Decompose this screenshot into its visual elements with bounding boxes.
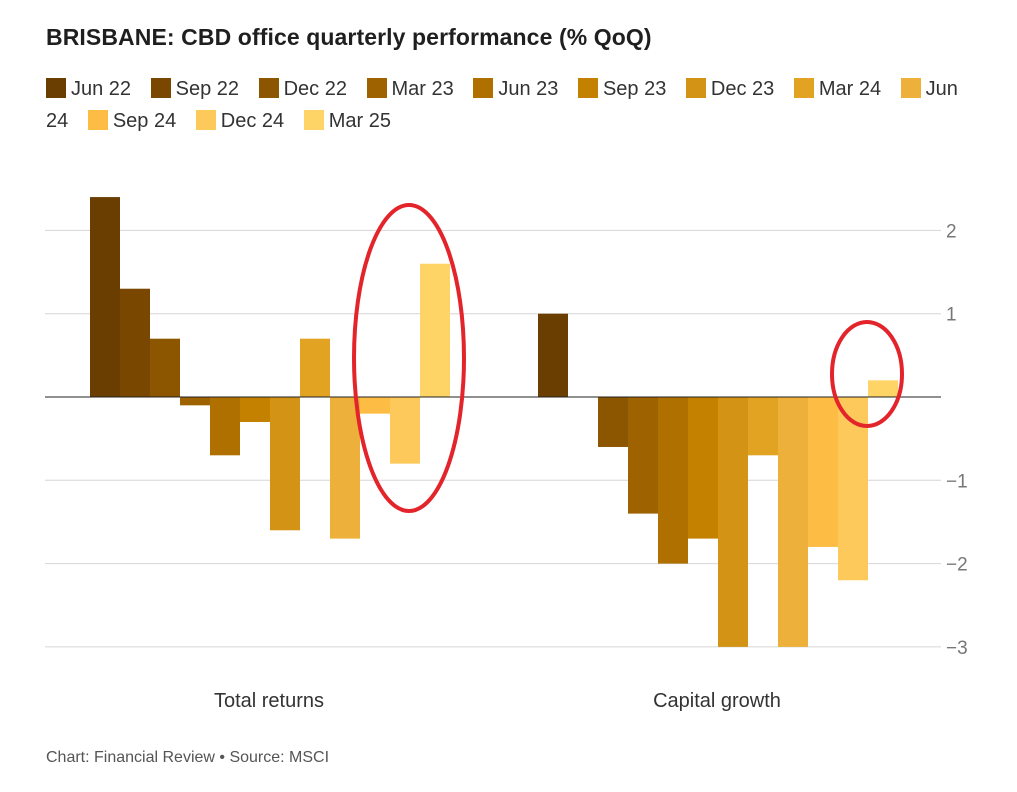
legend-swatch [150, 78, 171, 98]
bar [718, 397, 748, 647]
bar [90, 197, 120, 397]
y-tick-label: −2 [946, 555, 968, 576]
chart-title: BRISBANE: CBD office quarterly performan… [46, 24, 652, 50]
bar [688, 397, 718, 539]
legend-item: Sep 22 [150, 78, 240, 100]
bar [180, 397, 210, 406]
legend-label: Jun 23 [498, 78, 559, 100]
legend-label: Dec 22 [283, 78, 347, 100]
legend-item: Dec 23 [685, 78, 775, 100]
category-label: Total returns [214, 690, 324, 712]
bar [300, 338, 330, 397]
legend-swatch [87, 110, 108, 130]
y-tick-label: 1 [946, 305, 957, 326]
legend-label: Mar 25 [328, 110, 391, 132]
bar [240, 397, 270, 422]
legend-label: Sep 22 [175, 78, 240, 100]
bar [778, 397, 808, 647]
legend-swatch [366, 78, 387, 98]
bar [150, 338, 180, 397]
legend-item: Mar 23 [366, 78, 454, 100]
legend-swatch [577, 78, 598, 98]
bar [598, 397, 628, 447]
legend-item: Mar 24 [793, 78, 882, 100]
legend-swatch [303, 110, 324, 130]
legend-item: Sep 23 [577, 78, 667, 100]
category-label: Capital growth [653, 690, 781, 712]
y-tick-label: 2 [946, 221, 957, 242]
legend-swatch [900, 78, 921, 98]
legend-swatch [46, 78, 66, 98]
bar [868, 380, 898, 397]
legend-item: Mar 25 [303, 110, 391, 132]
y-tick-label: −1 [946, 471, 968, 492]
legend-label: Sep 24 [112, 110, 177, 132]
legend-swatch [793, 78, 814, 98]
highlight-ellipse [352, 203, 466, 513]
bar [330, 397, 360, 539]
legend-item: Sep 24 [87, 110, 177, 132]
bar [420, 263, 450, 397]
legend-swatch [258, 78, 279, 98]
legend-swatch [195, 110, 216, 130]
legend-item: Dec 24 [195, 110, 285, 132]
legend-label: Jun 24 [46, 78, 958, 132]
bar [120, 288, 150, 397]
legend-item: Jun 24 [46, 78, 958, 132]
legend-label: Mar 24 [818, 78, 882, 100]
bar [748, 397, 778, 456]
legend-label: Jun 22 [71, 78, 132, 100]
y-tick-label: −3 [946, 638, 968, 659]
legend: Jun 22 Sep 22 Dec 22 Mar 23 Jun 23 Sep 2… [46, 73, 966, 137]
legend-label: Dec 24 [220, 110, 285, 132]
bar [270, 397, 300, 531]
bar [360, 397, 390, 414]
legend-label: Mar 23 [391, 78, 454, 100]
legend-label: Dec 23 [710, 78, 775, 100]
bar [210, 397, 240, 456]
bar [628, 397, 658, 514]
legend-swatch [685, 78, 706, 98]
bar-chart: 2 1 −1 −2 −3 Total returns Capital growth [45, 197, 968, 712]
legend-item: Jun 23 [473, 78, 558, 100]
legend-swatch [473, 78, 494, 98]
legend-label: Sep 23 [602, 78, 667, 100]
bar [808, 397, 838, 547]
legend-item: Jun 22 [46, 78, 131, 100]
bar [390, 397, 420, 464]
highlight-ellipse [830, 320, 904, 428]
bar [538, 313, 568, 397]
chart-source: Chart: Financial Review • Source: MSCI [46, 749, 330, 766]
bar [658, 397, 688, 564]
legend-item: Dec 22 [258, 78, 347, 100]
